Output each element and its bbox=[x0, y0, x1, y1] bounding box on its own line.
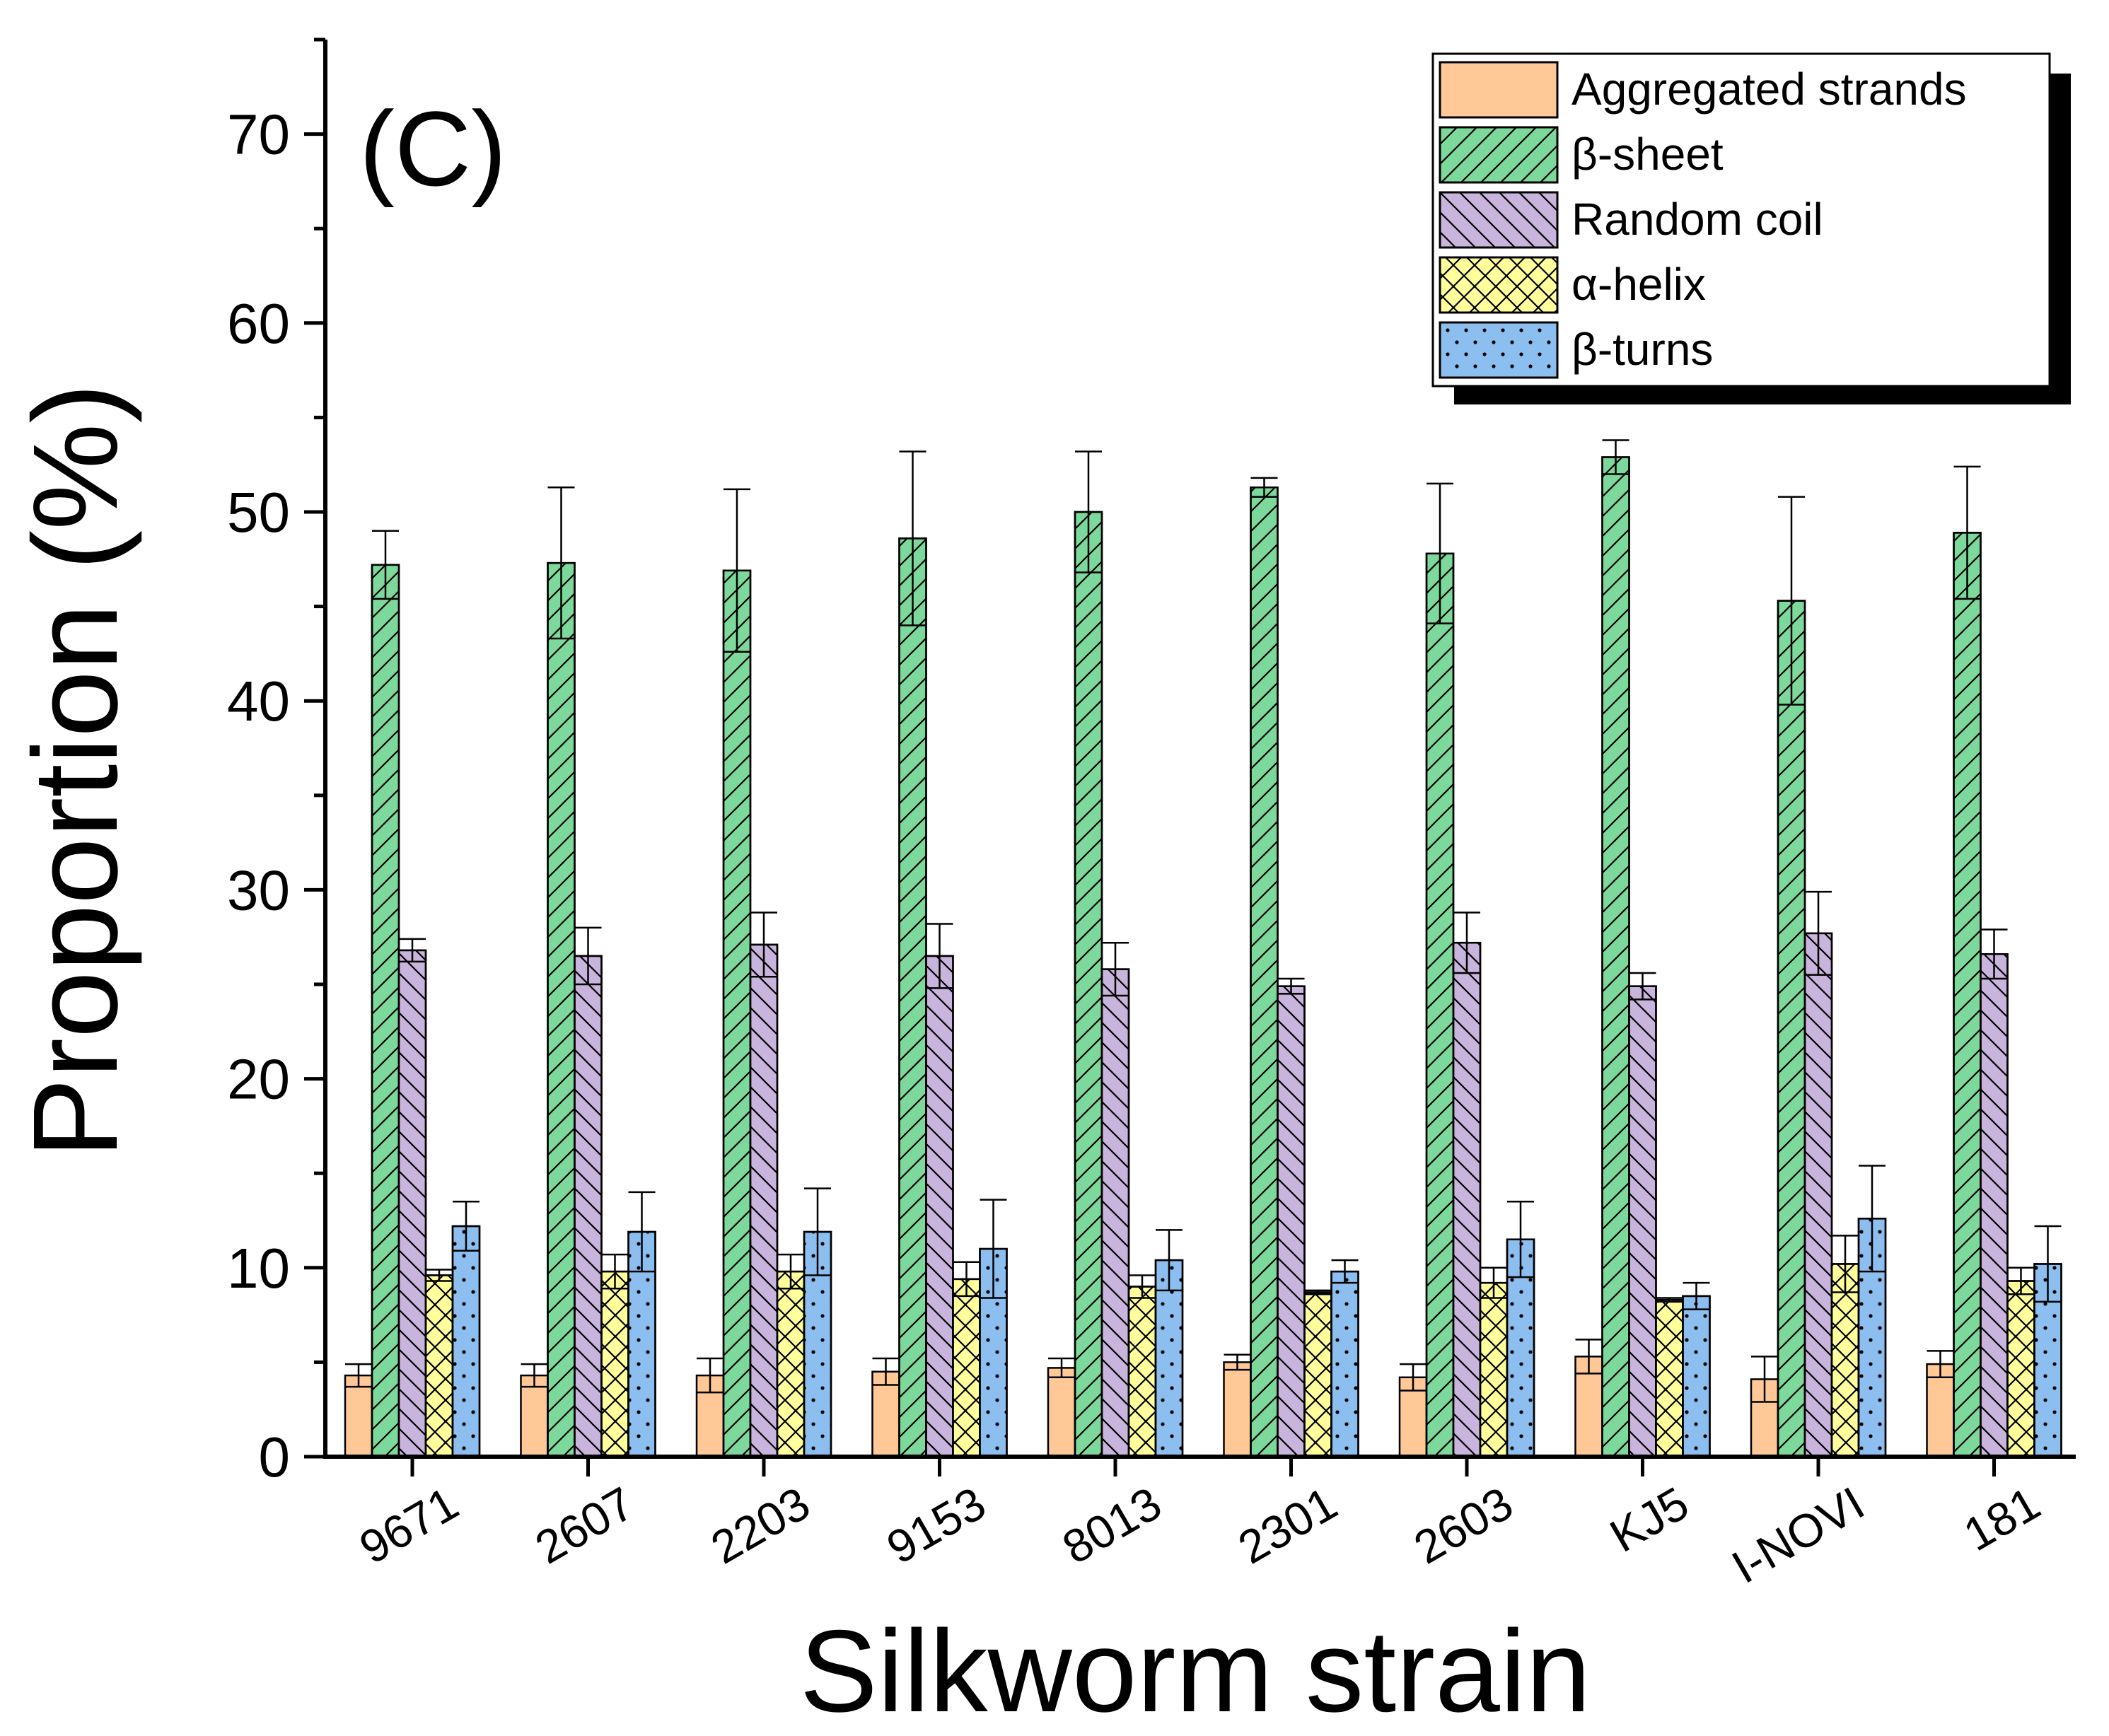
bar-pattern-helix-2301 bbox=[1303, 1291, 1332, 1458]
bar-pattern-random-coil-9153 bbox=[925, 955, 954, 1458]
bar-pattern-sheet-2603 bbox=[1425, 552, 1455, 1458]
x-tick-label: KJ5 bbox=[1601, 1476, 1697, 1562]
bar-pattern-helix-9153 bbox=[952, 1278, 981, 1458]
bar-aggregated-strands-2301 bbox=[1223, 1361, 1252, 1458]
x-tick-label: 9671 bbox=[351, 1476, 467, 1573]
bar-pattern-random-coil-8013 bbox=[1100, 968, 1130, 1458]
y-tick-label: 10 bbox=[227, 1237, 290, 1300]
bar-pattern-helix-9671 bbox=[424, 1274, 454, 1458]
bar-pattern-random-coil-kj5 bbox=[1628, 985, 1657, 1458]
bar-pattern-helix-kj5 bbox=[1655, 1298, 1684, 1458]
y-tick-label: 60 bbox=[227, 292, 290, 355]
y-tick-label: 20 bbox=[227, 1048, 290, 1111]
bar-pattern-helix-181 bbox=[2006, 1280, 2035, 1458]
legend-label-helix: α-helix bbox=[1571, 259, 1706, 310]
legend-swatch-aggregated-strands bbox=[1439, 61, 1559, 119]
y-tick-label: 30 bbox=[227, 858, 290, 921]
bar-aggregated-strands-2607 bbox=[520, 1374, 549, 1458]
y-tick-label: 70 bbox=[227, 103, 290, 166]
bar-pattern-helix-8013 bbox=[1127, 1286, 1157, 1458]
y-axis-label: Proportion (%) bbox=[8, 383, 143, 1158]
x-tick-label: 2603 bbox=[1405, 1476, 1521, 1573]
error-bars bbox=[345, 439, 2062, 1403]
bar-pattern-turns-kj5 bbox=[1682, 1295, 1711, 1458]
bar-pattern-sheet-9671 bbox=[371, 564, 400, 1458]
legend-swatch-pattern-turns bbox=[1439, 321, 1559, 379]
x-tick-label: I-NOVI bbox=[1723, 1476, 1873, 1593]
x-tick-label: 181 bbox=[1955, 1476, 2048, 1561]
bar-pattern-random-coil-181 bbox=[1980, 953, 2009, 1458]
bar-pattern-sheet-181 bbox=[1953, 532, 1982, 1458]
y-tick-label: 0 bbox=[259, 1426, 291, 1489]
bar-pattern-turns-2301 bbox=[1330, 1270, 1359, 1458]
bar-pattern-sheet-9153 bbox=[898, 537, 927, 1458]
legend-label-aggregated-strands: Aggregated strands bbox=[1571, 64, 1967, 115]
x-tick-label: 2607 bbox=[526, 1476, 642, 1573]
bars bbox=[344, 456, 2062, 1458]
bar-pattern-sheet-8013 bbox=[1074, 511, 1103, 1458]
bar-pattern-random-coil-i-novi bbox=[1803, 932, 1833, 1458]
legend-label-sheet: β-sheet bbox=[1571, 129, 1724, 180]
bar-aggregated-strands-8013 bbox=[1047, 1367, 1076, 1458]
x-axis-label: Silkworm strain bbox=[800, 1606, 1591, 1736]
bar-pattern-helix-2203 bbox=[776, 1270, 806, 1458]
y-ticks: 0 10 20 30 40 50 60 70 bbox=[227, 37, 325, 1489]
x-ticks: 9671 2607 2203 9153 8013 2301 2603 KJ5 I-NOVI 181 bbox=[351, 1457, 2049, 1593]
bar-pattern-random-coil-9671 bbox=[397, 949, 427, 1458]
x-tick-label: 8013 bbox=[1054, 1476, 1170, 1573]
bar-pattern-sheet-i-novi bbox=[1777, 600, 1806, 1458]
legend-swatch-pattern-sheet bbox=[1439, 126, 1559, 184]
bar-pattern-sheet-2203 bbox=[722, 569, 752, 1458]
bar-pattern-sheet-2301 bbox=[1250, 487, 1279, 1458]
bar-pattern-random-coil-2603 bbox=[1452, 941, 1482, 1458]
bar-pattern-sheet-kj5 bbox=[1601, 456, 1630, 1458]
bar-pattern-random-coil-2203 bbox=[749, 943, 779, 1458]
legend-label-random-coil: Random coil bbox=[1571, 194, 1823, 245]
x-tick-label: 9153 bbox=[878, 1476, 994, 1573]
panel-label: (C) bbox=[359, 89, 506, 208]
legend: Aggregated strands β-sheet Random coil α-he… bbox=[1439, 61, 1967, 379]
y-tick-label: 40 bbox=[227, 670, 290, 733]
y-tick-label: 50 bbox=[227, 481, 290, 544]
x-tick-label: 2301 bbox=[1229, 1476, 1345, 1573]
bar-pattern-helix-2607 bbox=[600, 1270, 629, 1458]
x-tick-label: 2203 bbox=[702, 1476, 818, 1573]
bar-pattern-random-coil-2301 bbox=[1277, 985, 1306, 1458]
legend-swatch-pattern-random-coil bbox=[1439, 191, 1559, 249]
legend-swatch-pattern-helix bbox=[1439, 256, 1559, 314]
legend-label-turns: β-turns bbox=[1571, 324, 1713, 375]
bar-pattern-helix-2603 bbox=[1479, 1281, 1509, 1458]
bar-pattern-sheet-2607 bbox=[547, 561, 576, 1458]
bar-pattern-turns-9671 bbox=[451, 1225, 481, 1458]
bar-pattern-random-coil-2607 bbox=[574, 955, 603, 1458]
